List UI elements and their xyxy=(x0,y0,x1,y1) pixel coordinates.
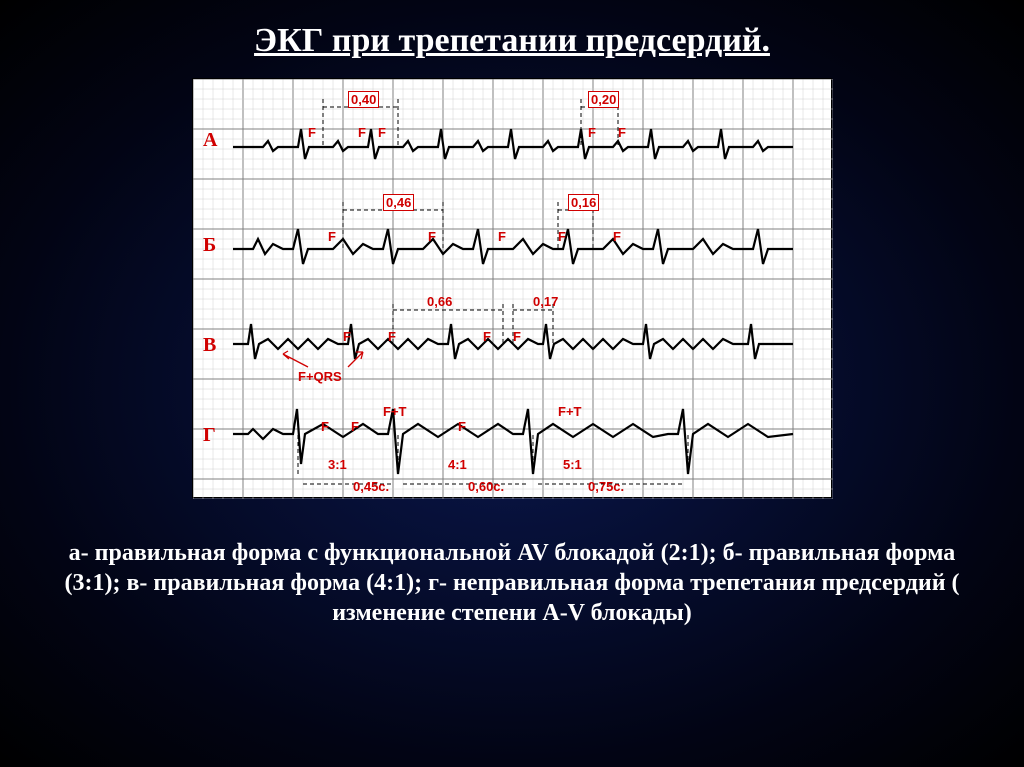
f-wave-label: F xyxy=(321,419,329,434)
lead-label: В xyxy=(203,334,216,357)
f-wave-label: F+QRS xyxy=(298,369,342,384)
interval-annotation: 0,40 xyxy=(348,91,379,108)
f-wave-label: F xyxy=(458,419,466,434)
f-wave-label: F+T xyxy=(383,404,406,419)
f-wave-label: F xyxy=(328,229,336,244)
f-wave-label: F xyxy=(513,329,521,344)
bottom-interval: 0,60с. xyxy=(468,479,504,494)
f-wave-label: F xyxy=(358,125,366,140)
f-wave-label: F xyxy=(378,125,386,140)
f-wave-label: F xyxy=(428,229,436,244)
f-wave-label: F xyxy=(343,329,351,344)
f-wave-label: F xyxy=(618,125,626,140)
slide-caption: а- правильная форма с функциональной AV … xyxy=(62,538,962,628)
lead-label: А xyxy=(203,129,217,152)
lead-label: Г xyxy=(203,424,216,447)
f-wave-label: F+T xyxy=(558,404,581,419)
interval-annotation: 0,66 xyxy=(427,294,452,309)
interval-annotation: 0,20 xyxy=(588,91,619,108)
f-wave-label: F xyxy=(388,329,396,344)
f-wave-label: F xyxy=(483,329,491,344)
interval-annotation: 0,16 xyxy=(568,194,599,211)
conduction-ratio: 5:1 xyxy=(563,457,582,472)
f-wave-label: F xyxy=(308,125,316,140)
conduction-ratio: 3:1 xyxy=(328,457,347,472)
f-wave-label: F xyxy=(558,229,566,244)
interval-annotation: 0,46 xyxy=(383,194,414,211)
f-wave-label: F xyxy=(351,419,359,434)
conduction-ratio: 4:1 xyxy=(448,457,467,472)
slide-title: ЭКГ при трепетании предсердий. xyxy=(254,22,770,60)
bottom-interval: 0,75с. xyxy=(588,479,624,494)
f-wave-label: F xyxy=(588,125,596,140)
f-wave-label: F xyxy=(613,229,621,244)
f-wave-label: F xyxy=(498,229,506,244)
ecg-dashes xyxy=(193,79,833,499)
lead-label: Б xyxy=(203,234,216,257)
interval-annotation: 0,17 xyxy=(533,294,558,309)
bottom-interval: 0,45с. xyxy=(353,479,389,494)
ecg-figure: АБВГ0,400,200,460,160,660,17FFFFFFFFFFFF… xyxy=(192,78,832,498)
